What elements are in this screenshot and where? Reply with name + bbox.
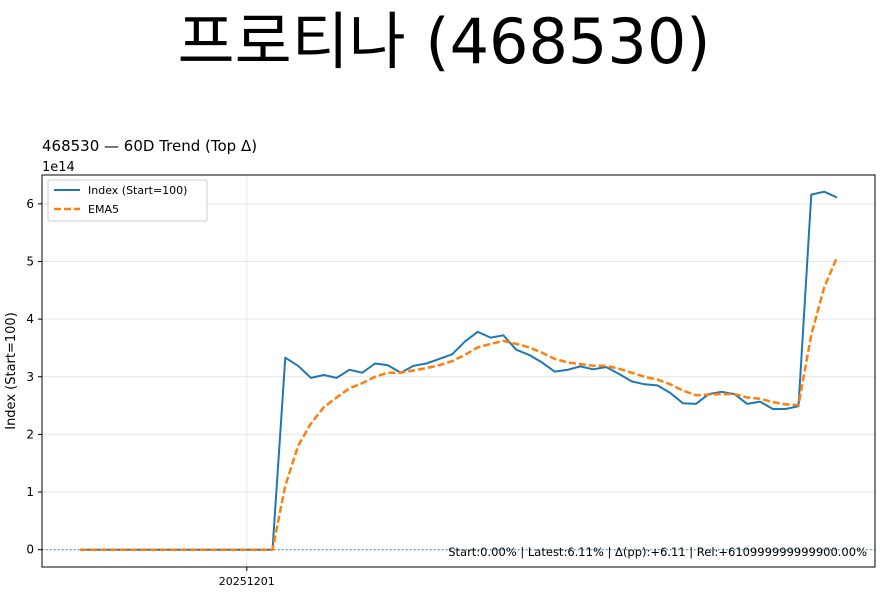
y-tick-label: 3: [26, 370, 34, 384]
y-scale-label: 1e14: [42, 160, 75, 175]
legend-box: [47, 179, 208, 222]
series-line-ema5: [80, 256, 839, 551]
series-layer: [80, 190, 839, 551]
axes: 0 1 2 3 4 5 6 20251201: [26, 174, 876, 588]
y-tick-label: 0: [26, 543, 34, 557]
y-tick-label: 2: [26, 427, 34, 441]
y-tick-label: 4: [26, 312, 34, 326]
legend-label-ema: EMA5: [88, 203, 119, 216]
legend: Index (Start=100) EMA5: [47, 179, 208, 222]
stats-annotation: Start:0.00% | Latest:6.11% | Δ(pp):+6.11…: [448, 545, 867, 559]
legend-label-index: Index (Start=100): [88, 184, 187, 197]
y-tick-label: 1: [26, 485, 34, 499]
y-tick-label: 6: [26, 197, 34, 211]
series-line-index: [80, 190, 838, 551]
chart-title: 468530 — 60D Trend (Top Δ): [42, 137, 257, 155]
y-tick-label: 5: [26, 254, 34, 268]
x-tick-label: 20251201: [219, 575, 275, 588]
y-axis-label: Index (Start=100): [4, 312, 19, 430]
plot-frame: [41, 174, 876, 568]
page-title: 프로티나 (468530): [177, 5, 711, 78]
grid: [42, 175, 875, 567]
